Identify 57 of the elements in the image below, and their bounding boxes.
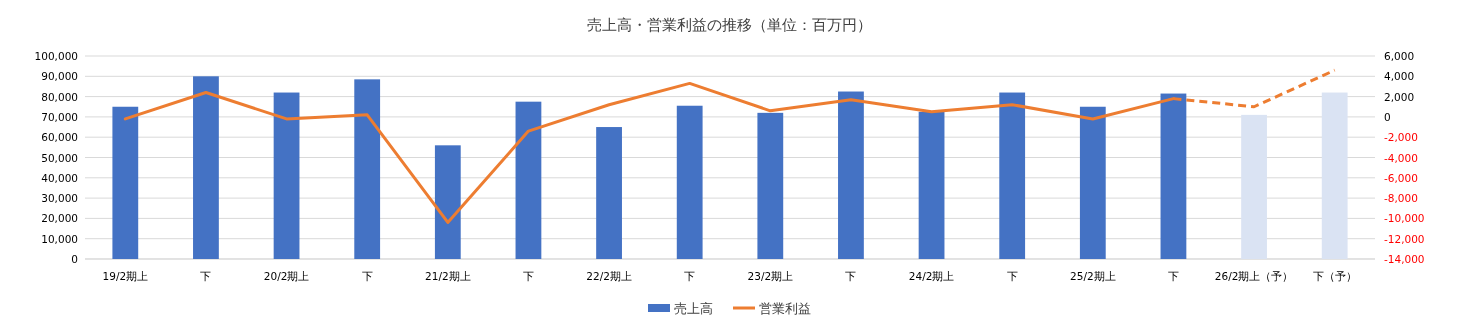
y-tick-label: 50,000 bbox=[41, 151, 78, 164]
bar bbox=[273, 92, 300, 259]
bar bbox=[193, 76, 219, 259]
x-tick-label: 23/2期上 bbox=[747, 270, 794, 282]
bar bbox=[918, 111, 945, 259]
y-tick-label: 0 bbox=[71, 253, 78, 265]
y2-tick-label: -14,000 bbox=[1384, 253, 1425, 265]
legend-label: 営業利益 bbox=[759, 301, 811, 316]
chart-title: 売上高・営業利益の推移（単位：百万円） bbox=[587, 16, 872, 34]
bar bbox=[1160, 93, 1187, 259]
x-tick-label: 19/2期上 bbox=[102, 270, 149, 282]
x-tick-label: 20/2期上 bbox=[263, 270, 310, 282]
x-tick-label: 下（予） bbox=[1312, 270, 1357, 282]
bar bbox=[354, 79, 381, 259]
x-tick-label: 24/2期上 bbox=[908, 270, 955, 282]
y-tick-label: 90,000 bbox=[41, 70, 78, 83]
y-tick-label: 70,000 bbox=[41, 110, 78, 123]
y2-tick-label: 2,000 bbox=[1384, 90, 1415, 103]
x-tick-label: 下 bbox=[684, 270, 696, 282]
y2-tick-label: 4,000 bbox=[1384, 70, 1415, 83]
y2-tick-label: 6,000 bbox=[1384, 50, 1415, 62]
y-tick-label: 10,000 bbox=[41, 232, 78, 245]
y-tick-label: 30,000 bbox=[41, 192, 78, 205]
x-tick-label: 下 bbox=[200, 270, 212, 282]
x-tick-label: 22/2期上 bbox=[586, 270, 632, 282]
y-tick-label: 60,000 bbox=[41, 131, 78, 144]
y2-tick-label: 0 bbox=[1384, 110, 1391, 123]
x-tick-label: 下 bbox=[1006, 270, 1018, 282]
y2-tick-label: -2,000 bbox=[1384, 131, 1418, 144]
y2-tick-label: -4,000 bbox=[1384, 151, 1418, 164]
y2-tick-label: -10,000 bbox=[1384, 212, 1425, 225]
bar bbox=[434, 145, 461, 259]
legend-label: 売上高 bbox=[674, 301, 713, 316]
y2-tick-label: -8,000 bbox=[1384, 192, 1418, 205]
x-tick-label: 下 bbox=[361, 270, 373, 282]
x-tick-label: 25/2期上 bbox=[1070, 270, 1116, 282]
bar bbox=[757, 112, 784, 259]
y2-tick-label: -12,000 bbox=[1384, 232, 1425, 245]
bar bbox=[515, 101, 542, 259]
bar bbox=[112, 106, 139, 259]
y-tick-label: 80,000 bbox=[41, 90, 78, 103]
y-tick-label: 20,000 bbox=[41, 212, 78, 225]
y-tick-label: 100,000 bbox=[34, 50, 78, 62]
bar bbox=[1321, 92, 1348, 259]
x-tick-label: 下 bbox=[1167, 270, 1179, 282]
bar bbox=[1079, 106, 1106, 259]
bar bbox=[999, 92, 1026, 259]
bar bbox=[676, 105, 703, 259]
y2-tick-label: -6,000 bbox=[1384, 171, 1418, 184]
x-tick-label: 26/2期上（予） bbox=[1214, 270, 1294, 282]
bar bbox=[1241, 114, 1267, 259]
bar bbox=[596, 127, 622, 259]
y-tick-label: 40,000 bbox=[41, 171, 78, 184]
bar bbox=[838, 91, 864, 259]
x-tick-label: 下 bbox=[845, 270, 857, 282]
x-tick-label: 21/2期上 bbox=[425, 270, 471, 282]
x-tick-label: 下 bbox=[522, 270, 534, 282]
